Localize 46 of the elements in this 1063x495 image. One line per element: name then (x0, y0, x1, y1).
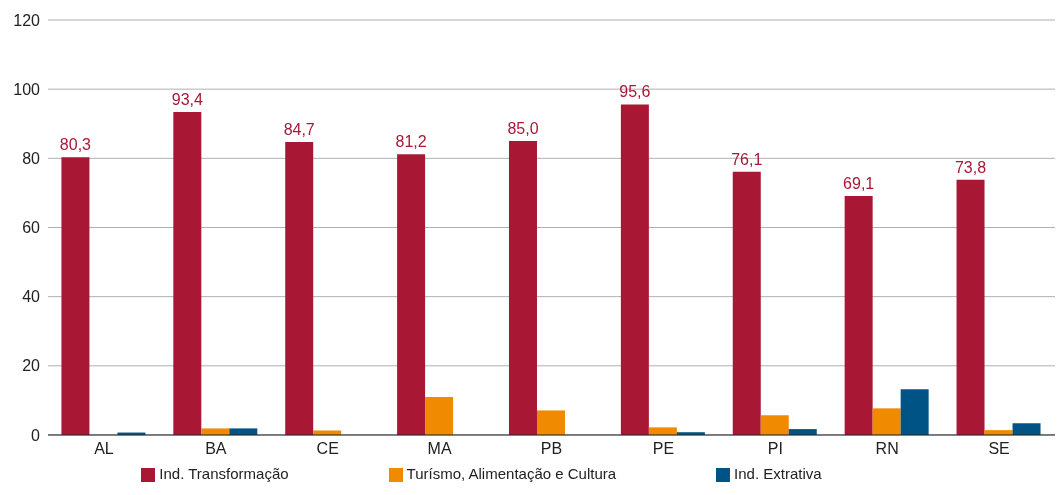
data-label: 69,1 (843, 175, 875, 193)
data-label: 93,4 (171, 90, 203, 108)
legend-label: Turísmo, Alimentação e Cultura (406, 464, 617, 482)
bar (648, 427, 677, 435)
bar (1012, 423, 1041, 435)
bar (425, 396, 454, 435)
bar (536, 410, 565, 435)
bar (844, 196, 873, 435)
y-tick-label: 120 (13, 11, 41, 29)
legend-label: Ind. Transformação (159, 464, 289, 482)
bar (201, 428, 230, 435)
data-label: 81,2 (395, 133, 427, 151)
y-tick-label: 40 (22, 288, 41, 306)
data-label: 95,6 (619, 83, 651, 101)
bar (872, 408, 901, 435)
data-label: 76,1 (731, 150, 763, 168)
bar (173, 111, 202, 435)
x-tick-label: SE (988, 440, 1010, 458)
x-tick-label: RN (875, 440, 899, 458)
bar (620, 104, 649, 435)
x-tick-label: AL (94, 440, 114, 458)
data-label: 73,8 (954, 158, 987, 176)
y-tick-label: 100 (13, 80, 41, 98)
data-label: 84,7 (283, 121, 315, 139)
bar (61, 157, 90, 435)
bar (229, 428, 258, 435)
x-tick-label: PI (767, 440, 783, 458)
x-tick-label: CE (316, 440, 339, 458)
y-tick-label: 80 (22, 150, 41, 167)
bar (900, 389, 929, 435)
data-label: 85,0 (507, 120, 539, 138)
y-tick-label: 60 (22, 219, 41, 237)
bar (956, 179, 985, 435)
y-tick-label: 20 (22, 357, 41, 375)
legend-label: Ind. Extrativa (734, 464, 822, 482)
bar (760, 415, 789, 435)
y-tick-label: 0 (31, 426, 41, 444)
x-tick-label: PE (652, 440, 675, 458)
x-tick-label: PB (540, 440, 563, 458)
bar (397, 154, 426, 435)
bar (285, 142, 314, 435)
data-label: 80,3 (59, 136, 92, 154)
x-tick-label: MA (427, 440, 452, 458)
x-tick-label: BA (205, 440, 227, 458)
bar (732, 171, 761, 435)
bar (508, 141, 537, 435)
